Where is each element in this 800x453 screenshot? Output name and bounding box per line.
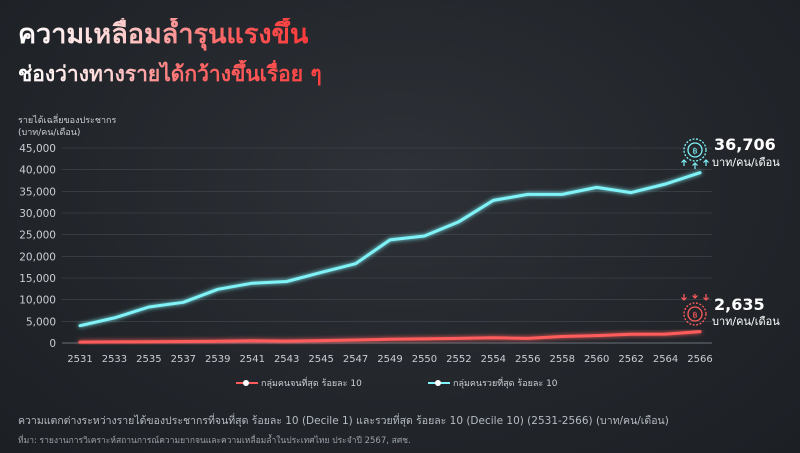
y-tick-label: 40,000: [19, 165, 56, 177]
footnote: ความแตกต่างระหว่างรายได้ของประชากรที่จนท…: [18, 415, 669, 427]
x-tick-label: 2547: [343, 354, 368, 365]
x-tick-label: 2537: [171, 354, 196, 365]
legend-label-poor: กลุ่มคนจนที่สุด ร้อยละ 10: [261, 379, 362, 389]
y-tick-label: 30,000: [19, 208, 56, 220]
x-tick-label: 2539: [205, 354, 230, 365]
y-tick-label: 10,000: [19, 295, 56, 307]
rich-annotation-unit: บาท/คน/เดือน: [712, 156, 780, 169]
y-tick-label: 5,000: [26, 316, 56, 328]
x-tick-label: 2533: [102, 354, 127, 365]
legend-item-rich: กลุ่มคนรวยที่สุด ร้อยละ 10: [428, 376, 558, 390]
x-tick-label: 2541: [239, 354, 264, 365]
x-tick-label: 2543: [274, 354, 299, 365]
x-tick-label: 2531: [67, 354, 92, 365]
x-tick-label: 2535: [136, 354, 161, 365]
x-tick-label: 2560: [584, 354, 609, 365]
x-tick-label: 2558: [549, 354, 574, 365]
poor-annotation-value: 2,635: [714, 295, 765, 314]
grid-lines: [62, 147, 712, 344]
chart-subtitle: ช่องว่างทางรายได้กว้างขึ้นเรื่อย ๆ: [18, 62, 322, 86]
x-tick-label: 2545: [308, 354, 333, 365]
chart-title: ความเหลื่อมล้ำรุนแรงขึ้น: [18, 19, 309, 50]
y-tick-label: 25,000: [19, 230, 56, 242]
y-tick-label: 20,000: [19, 251, 56, 263]
x-tick-label: 2556: [515, 354, 540, 365]
y-tick-label: 45,000: [19, 143, 56, 155]
x-tick-label: 2552: [446, 354, 471, 365]
y-tick-labels: 0 5,000 10,000 15,000 20,000 25,000 30,000 35,0…: [19, 143, 56, 350]
poor-annotation-unit: บาท/คน/เดือน: [712, 315, 780, 328]
source-note: ที่มา: รายงานการวิเคราะห์สถานการณ์ความยา…: [18, 436, 411, 446]
series-line-rich: [78, 171, 702, 328]
coin-down-icon: ฿: [681, 294, 709, 326]
rich-annotation-value: 36,706: [714, 135, 776, 154]
y-tick-label: 0: [49, 338, 56, 350]
svg-text:฿: ฿: [692, 311, 697, 320]
x-tick-label: 2562: [618, 354, 643, 365]
y-axis-label-line1: รายได้เฉลี่ยของประชากร: [18, 116, 117, 126]
legend-item-poor: กลุ่มคนจนที่สุด ร้อยละ 10: [236, 376, 362, 390]
y-axis-label-line2: (บาท/คน/เดือน): [18, 128, 81, 138]
x-tick-label: 2566: [687, 354, 712, 365]
x-tick-label: 2550: [412, 354, 437, 365]
x-tick-label: 2564: [653, 354, 678, 365]
legend-swatch-rich: [428, 378, 450, 388]
y-axis-label: รายได้เฉลี่ยของประชากร (บาท/คน/เดือน): [18, 115, 116, 139]
y-tick-label: 35,000: [19, 186, 56, 198]
coin-up-icon: ฿: [681, 138, 709, 169]
legend-label-rich: กลุ่มคนรวยที่สุด ร้อยละ 10: [453, 379, 558, 389]
x-tick-label: 2549: [377, 354, 402, 365]
series-line-poor: [78, 330, 702, 344]
svg-text:฿: ฿: [692, 147, 697, 156]
legend-swatch-poor: [236, 378, 258, 388]
series-lines: [78, 171, 702, 344]
x-tick-label: 2554: [481, 354, 506, 365]
x-tick-labels: 2531 2533 2535 2537 2539 2541 2543 2545 2547 2549…: [67, 354, 712, 365]
y-tick-label: 15,000: [19, 273, 56, 285]
